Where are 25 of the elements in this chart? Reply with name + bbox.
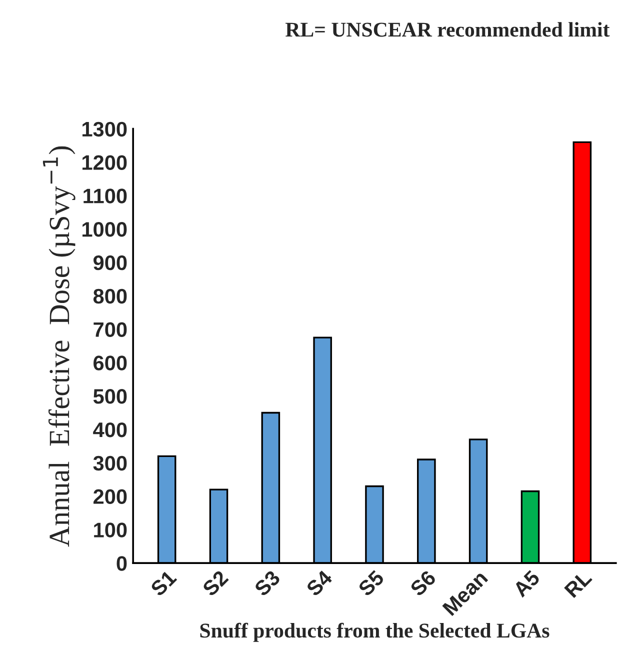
y-tick-label: 100 [94,522,127,538]
y-tick-label: 1100 [84,188,127,204]
y-tick-label: 900 [93,255,127,270]
y-tick-label: 300 [93,456,127,471]
y-tick-label: 700 [94,322,127,337]
x-tick-label: A5 [512,570,541,598]
x-tick-label: RL [564,570,592,598]
x-tick-label: S2 [202,570,229,598]
y-tick-label: 400 [93,422,127,438]
x-tick-label: S6 [409,570,437,598]
y-tick-label: 0 [116,556,127,571]
y-tick-label: 1200 [82,155,127,170]
chart-title: RL= UNSCEAR recommended limit [286,22,610,37]
y-tick-label: 500 [93,389,127,404]
y-tick-label: 1000 [82,222,127,237]
y-tick-label: 1300 [82,122,127,137]
y-tick-label: 200 [93,489,127,504]
y-axis-title: Annual Effective Dose (µSvy$^{−1}$) [42,146,76,547]
y-tick-label: 800 [93,288,127,304]
y-tick-label: 600 [94,356,127,370]
x-axis-title: Snuff products from the Selected LGAs [200,622,550,642]
x-tick-label: S1 [150,569,178,598]
x-tick-label: S4 [305,569,334,598]
x-tick-label: S5 [357,569,385,598]
x-tick-label: S3 [253,570,281,598]
